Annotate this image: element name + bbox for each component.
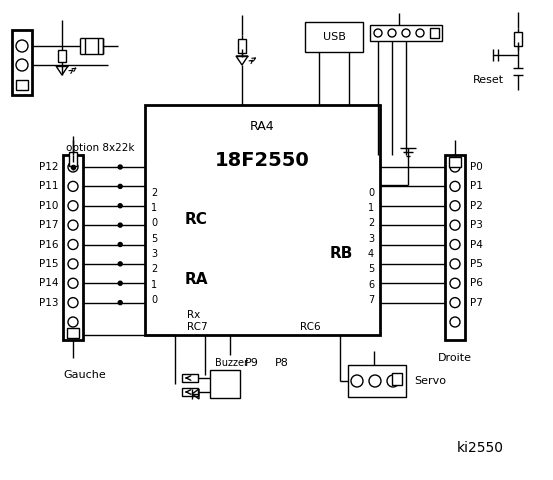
Circle shape [118, 165, 122, 169]
Circle shape [118, 223, 122, 227]
Text: 4: 4 [368, 249, 374, 259]
Text: RC: RC [185, 213, 208, 228]
Text: P1: P1 [470, 181, 483, 192]
Text: 0: 0 [151, 295, 157, 305]
Text: 2: 2 [368, 218, 374, 228]
Text: 7: 7 [368, 295, 374, 305]
Bar [12, 30, 32, 95]
Text: P13: P13 [39, 298, 58, 308]
Bar [305, 22, 363, 52]
Text: P12: P12 [39, 162, 58, 172]
Text: P16: P16 [39, 240, 58, 250]
Text: 5: 5 [368, 264, 374, 274]
Text: USB: USB [322, 32, 346, 42]
Bar [182, 388, 198, 396]
Text: P14: P14 [39, 278, 58, 288]
Text: RB: RB [330, 245, 353, 261]
Text: P9: P9 [245, 358, 259, 368]
Text: 0: 0 [368, 188, 374, 198]
Bar [514, 32, 522, 46]
Text: 2: 2 [151, 188, 157, 198]
Circle shape [118, 300, 122, 305]
Circle shape [118, 184, 122, 188]
Text: 0: 0 [151, 218, 157, 228]
Text: P8: P8 [275, 358, 289, 368]
Circle shape [118, 281, 122, 285]
Text: P10: P10 [39, 201, 58, 211]
Text: P11: P11 [39, 181, 58, 192]
Text: 18F2550: 18F2550 [215, 151, 309, 169]
Text: ki2550: ki2550 [456, 441, 503, 455]
Text: Droite: Droite [438, 353, 472, 363]
Circle shape [118, 204, 122, 208]
Bar [370, 25, 442, 41]
Text: P15: P15 [39, 259, 58, 269]
Bar [348, 365, 406, 397]
Text: 1: 1 [368, 203, 374, 213]
Text: P7: P7 [470, 298, 483, 308]
Text: 1: 1 [151, 203, 157, 213]
Text: 6: 6 [368, 279, 374, 289]
Bar [69, 152, 77, 166]
Text: option 8x22k: option 8x22k [66, 143, 134, 153]
Text: Servo: Servo [414, 376, 446, 386]
Text: P6: P6 [470, 278, 483, 288]
Text: P17: P17 [39, 220, 58, 230]
Text: P4: P4 [470, 240, 483, 250]
Bar [445, 155, 465, 340]
Text: RC7: RC7 [187, 322, 207, 332]
Text: RA: RA [185, 273, 208, 288]
Circle shape [118, 242, 122, 247]
Text: P2: P2 [470, 201, 483, 211]
Text: Buzzer: Buzzer [215, 358, 248, 368]
Bar [58, 50, 66, 62]
Text: 5: 5 [151, 234, 157, 244]
Text: P3: P3 [470, 220, 483, 230]
Text: 3: 3 [151, 249, 157, 259]
Bar [449, 157, 461, 167]
Text: RC6: RC6 [300, 322, 321, 332]
Text: P5: P5 [470, 259, 483, 269]
Text: Gauche: Gauche [63, 370, 106, 380]
Bar [16, 80, 28, 90]
Bar [145, 105, 380, 335]
Bar [67, 328, 79, 338]
Text: RA4: RA4 [250, 120, 274, 133]
Bar [392, 373, 402, 385]
Bar [182, 374, 198, 382]
Text: 3: 3 [368, 234, 374, 244]
Text: Rx: Rx [187, 310, 200, 320]
Bar [238, 39, 246, 53]
Bar [430, 28, 439, 38]
Bar [210, 370, 240, 398]
Text: 1: 1 [151, 279, 157, 289]
Bar [63, 155, 83, 340]
Text: Reset: Reset [473, 75, 504, 85]
Circle shape [118, 262, 122, 266]
Text: P0: P0 [470, 162, 483, 172]
Text: 2: 2 [151, 264, 157, 274]
